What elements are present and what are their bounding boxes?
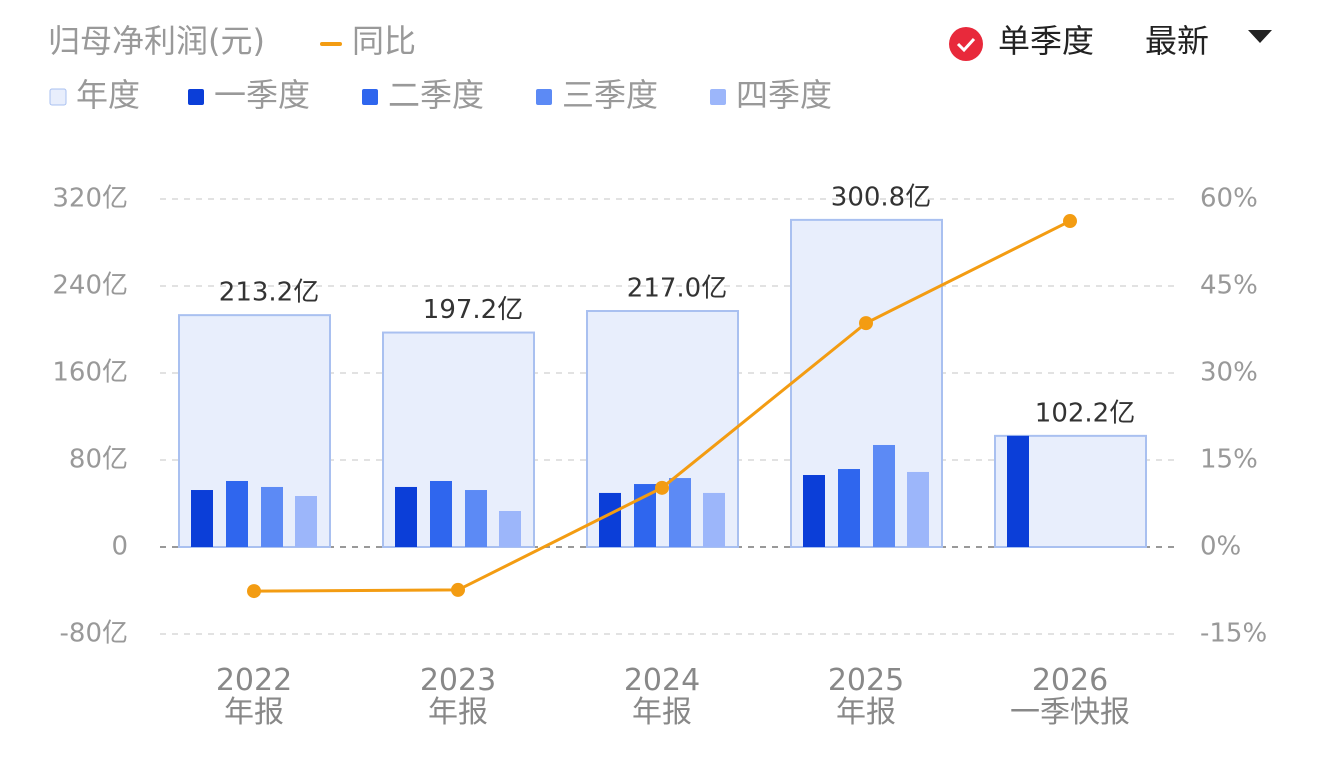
y2-tick-label: 30% — [1200, 358, 1258, 388]
x-tick-label: 2025 年报 — [827, 665, 905, 730]
x-tick-label: 2022 年报 — [215, 665, 293, 730]
y2-tick-label: 15% — [1200, 445, 1258, 475]
legend-label: 三季度 — [562, 76, 658, 114]
value-label: 102.2亿 — [1035, 398, 1135, 428]
x-tick-label: 2026 一季快报 — [1010, 665, 1130, 730]
quarter-bar — [261, 486, 283, 547]
quarter-bar — [1007, 435, 1029, 547]
dropdown-arrow[interactable] — [1248, 30, 1272, 43]
quarter-bar — [465, 490, 487, 547]
quarter-bar — [803, 475, 825, 547]
legend-swatch — [49, 88, 67, 106]
x-tick-label: 2023 年报 — [419, 665, 497, 730]
quarter-bar — [499, 511, 521, 547]
quarter-bar — [226, 480, 248, 547]
line-point — [247, 584, 261, 599]
line-point — [1063, 214, 1077, 229]
y-tick-label: 160亿 — [52, 358, 128, 388]
quarter-bar — [703, 492, 725, 547]
quarter-bar — [669, 478, 691, 547]
value-label: 197.2亿 — [423, 295, 523, 325]
legend-swatch — [536, 89, 552, 105]
x-label-box: 2025 年报 — [827, 665, 905, 730]
legend-label: 同比 — [352, 22, 416, 60]
quarter-bar — [295, 495, 317, 547]
legend-swatch — [710, 89, 726, 105]
y2-tick-label: 45% — [1200, 271, 1258, 301]
dropdown-label[interactable]: 最新 — [1145, 22, 1209, 60]
check-icon — [956, 37, 976, 53]
legend-label: 一季度 — [214, 76, 310, 114]
legend-swatch — [362, 89, 378, 105]
legend-label: 年度 — [76, 76, 140, 114]
line-point — [655, 480, 669, 495]
x-label-box: 2026 一季快报 — [1010, 665, 1130, 730]
checkbox[interactable] — [949, 27, 983, 61]
value-label: 300.8亿 — [831, 182, 931, 212]
y-tick-label: 80亿 — [69, 445, 128, 475]
quarter-bar — [907, 471, 929, 547]
legend-label: 二季度 — [388, 76, 484, 114]
quarter-bar — [191, 490, 213, 547]
legend-swatch — [188, 89, 204, 105]
y-tick-label: 0 — [111, 532, 128, 562]
quarter-bar — [395, 486, 417, 547]
y2-tick-label: 0% — [1200, 532, 1241, 562]
y-tick-label: 320亿 — [52, 184, 128, 214]
x-label-box: 2022 年报 — [215, 665, 293, 730]
x-label-box: 2024 年报 — [623, 665, 701, 730]
x-tick-label: 2024 年报 — [623, 665, 701, 730]
legend-label: 四季度 — [736, 76, 832, 114]
line-point — [859, 316, 873, 331]
quarter-bar — [873, 444, 895, 547]
x-label-box: 2023 年报 — [419, 665, 497, 730]
value-label: 213.2亿 — [219, 278, 319, 308]
chart-title: 归母净利润(元) — [48, 22, 265, 60]
quarter-bar — [430, 480, 452, 547]
quarter-bar — [599, 492, 621, 547]
y2-tick-label: -15% — [1200, 619, 1267, 649]
toggle-label[interactable]: 单季度 — [998, 22, 1094, 60]
quarter-bar — [838, 469, 860, 547]
value-label: 217.0亿 — [627, 274, 727, 304]
y-tick-label: -80亿 — [60, 619, 128, 649]
line-point — [451, 582, 465, 597]
y2-tick-label: 60% — [1200, 184, 1258, 214]
y-tick-label: 240亿 — [52, 271, 128, 301]
